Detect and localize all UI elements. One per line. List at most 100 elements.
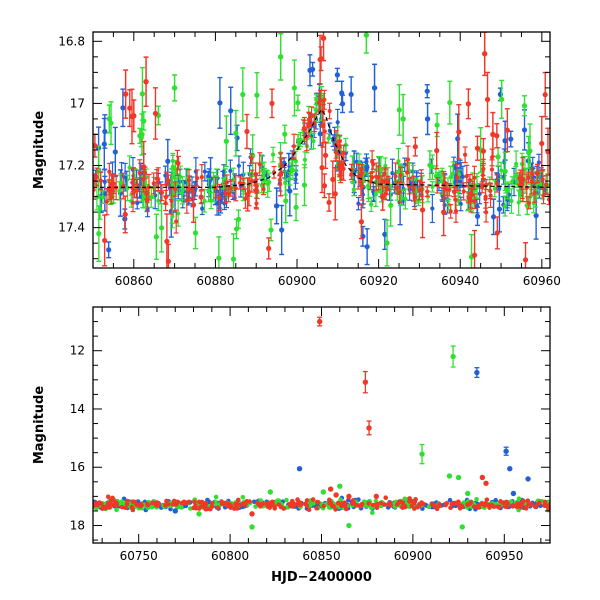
data-point [450,171,456,176]
data-point [223,191,228,196]
data-point [306,507,312,513]
data-point [96,231,102,237]
data-point [282,160,287,165]
data-point [419,451,425,457]
data-point [219,501,225,507]
data-point [490,131,496,138]
data-point [316,500,321,505]
x-tick-label: 60860 [115,274,153,288]
data-point [273,203,280,209]
data-point [108,498,114,504]
data-point [521,127,528,133]
data-point [539,140,545,147]
data-point [233,501,238,507]
data-point [488,193,493,198]
data-point [105,494,111,500]
data-point [346,522,352,529]
data-point [302,157,308,162]
data-point [256,502,261,507]
data-point [311,138,316,144]
series-points [93,32,550,268]
data-point [490,214,497,220]
data-point [472,175,477,180]
data-point [112,149,118,155]
data-point [441,209,447,215]
data-point [138,501,144,507]
y-axis-title: Magnitude [32,386,47,465]
data-point [179,505,184,510]
data-point [106,116,113,122]
data-point [457,505,463,511]
data-point [122,91,129,97]
data-point [509,198,514,204]
data-point [291,144,297,149]
data-point [320,489,327,495]
data-point [97,500,103,505]
data-point [266,245,272,252]
data-point [471,252,478,258]
data-point [363,32,370,38]
data-point [335,120,340,125]
data-point [357,503,363,509]
data-point [196,499,202,505]
data-point [525,476,531,482]
data-point [102,191,108,197]
data-point [525,149,532,155]
plot-area [93,316,550,530]
data-point [425,189,430,194]
data-point [206,188,211,193]
data-point [159,190,165,195]
data-point [388,503,394,508]
data-point [307,503,313,508]
data-point [447,100,453,106]
y-tick-label: 17.2 [58,159,85,173]
data-point [319,165,325,171]
data-point [346,493,352,500]
data-point [430,206,435,211]
data-point [327,108,332,114]
data-point [173,499,179,505]
data-point [450,353,456,360]
data-point [321,503,326,509]
x-tick-label: 60950 [485,549,523,563]
data-point [508,499,514,505]
data-point [544,182,549,187]
data-point [455,136,461,142]
data-point [114,507,119,513]
data-point [267,489,274,495]
data-point [279,227,285,233]
data-point [277,54,284,60]
data-point [165,501,171,507]
data-point [93,187,96,192]
data-point [293,204,299,210]
data-point [102,237,108,244]
data-point [366,501,372,506]
data-point [192,230,199,236]
data-point [283,198,289,204]
data-point [174,219,179,224]
data-point [480,185,485,190]
data-point [498,499,503,504]
data-point [396,159,401,164]
data-point [400,116,406,122]
data-point [139,91,146,97]
data-point [322,129,327,134]
data-point [238,502,243,508]
data-point [483,196,488,201]
data-point [322,97,327,102]
data-point [307,67,313,73]
data-point [317,131,323,137]
data-point [413,497,418,502]
data-point [327,500,332,506]
data-point [348,91,354,98]
data-point [446,473,453,479]
data-point [362,379,369,385]
bottom-panel: 60750 60800 60850 60900 60950 12 14 16 18 Magnitu… [32,306,551,585]
data-point [411,186,416,191]
data-point [192,499,197,505]
data-point [130,200,136,205]
data-point [337,483,343,489]
data-point [289,503,294,508]
data-point [198,194,204,200]
